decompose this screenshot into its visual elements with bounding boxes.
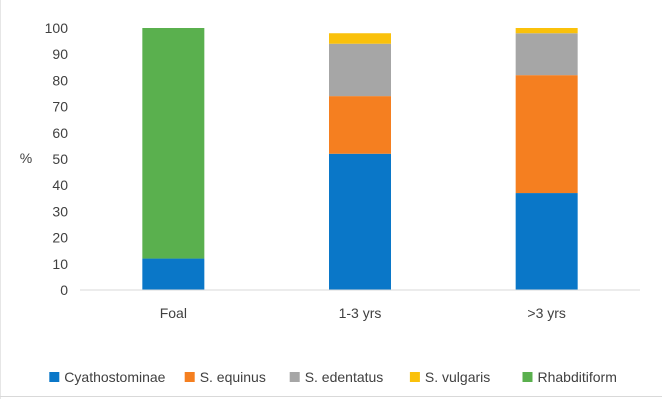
legend-swatch [289, 372, 300, 382]
y-tick-label: 70 [52, 99, 68, 115]
bar-segment [329, 33, 391, 44]
x-tick-label: >3 yrs [527, 305, 566, 321]
x-axis: Foal 1-3 yrs >3 yrs [160, 305, 566, 321]
y-tick-label: 40 [52, 177, 68, 193]
y-axis-label: % [20, 150, 32, 166]
y-tick-label: 20 [52, 230, 68, 246]
chart-frame-left [0, 0, 1, 399]
y-tick-label: 100 [45, 20, 69, 36]
legend-label: Rhabditiform [538, 369, 617, 385]
bar-segment [329, 96, 391, 154]
legend-swatch [409, 372, 420, 382]
y-tick-label: 30 [52, 203, 68, 219]
y-tick-label: 90 [52, 46, 68, 62]
bar-segment [329, 43, 391, 97]
bars [142, 28, 578, 290]
legend-label: S. edentatus [305, 369, 384, 385]
legend-swatch [49, 372, 60, 382]
legend-swatch [522, 372, 533, 382]
y-tick-label: 50 [52, 151, 68, 167]
x-tick-label: 1-3 yrs [339, 305, 382, 321]
bar-segment [515, 33, 578, 76]
chart-frame-bottom [0, 396, 662, 397]
bar-segment [142, 28, 205, 259]
legend: Cyathostominae S. equinus S. edentatus S. v… [49, 369, 617, 385]
bar-segment [329, 153, 391, 290]
legend-label: S. equinus [200, 369, 266, 385]
y-tick-label: 60 [52, 125, 68, 141]
y-tick-label: 10 [52, 256, 68, 272]
bar-segment [515, 75, 578, 194]
legend-label: Cyathostominae [64, 369, 165, 385]
x-tick-label: Foal [160, 305, 187, 321]
legend-label: S. vulgaris [425, 369, 490, 385]
legend-swatch [184, 372, 195, 382]
y-axis: 0 10 20 30 40 50 60 70 80 90 100 [45, 20, 69, 298]
y-tick-label: 80 [52, 72, 68, 88]
y-tick-label: 0 [60, 282, 68, 298]
bar-segment [142, 258, 205, 290]
bar-segment [515, 28, 578, 34]
bar-segment [515, 193, 578, 290]
